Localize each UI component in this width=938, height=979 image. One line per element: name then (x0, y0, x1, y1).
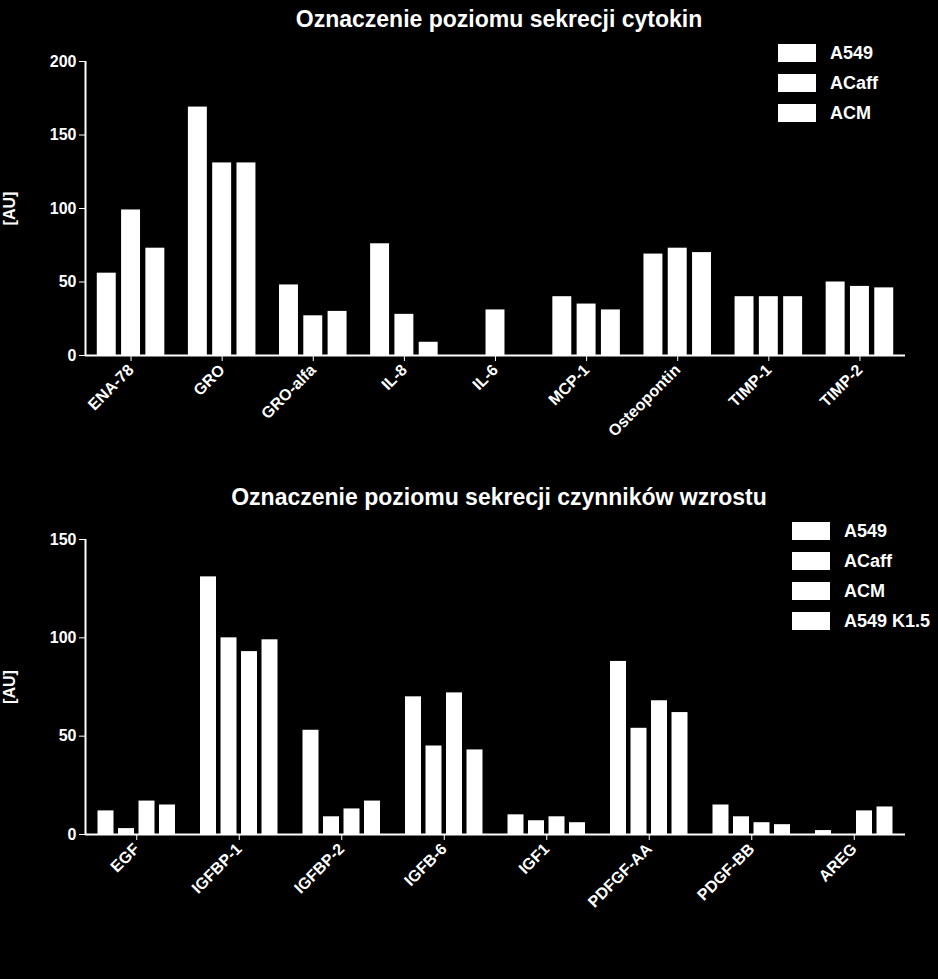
html-text:ACM: ACM (843, 580, 885, 601)
svg-text:PDFGF-AA: PDFGF-AA (585, 840, 656, 911)
svg-text:50: 50 (59, 727, 77, 744)
svg-text:IGFB-6: IGFB-6 (401, 840, 450, 889)
svg-text:IGF1: IGF1 (515, 840, 552, 877)
svg-text:200: 200 (50, 53, 77, 70)
svg-text:MCP-1: MCP-1 (545, 361, 592, 408)
svg-text:EGF: EGF (107, 840, 142, 875)
svg-text:0: 0 (68, 826, 77, 843)
svg-text:0: 0 (68, 347, 77, 364)
svg-text:IL-8: IL-8 (378, 361, 410, 393)
svg-text:TIMP-1: TIMP-1 (725, 361, 774, 410)
svg-text:50: 50 (59, 273, 77, 290)
svg-text:150: 150 (50, 126, 77, 143)
html-text:A549: A549 (830, 42, 873, 63)
svg-text:IL-6: IL-6 (469, 361, 501, 393)
html-text:ACM: ACM (830, 102, 871, 123)
svg-text:GRO: GRO (190, 361, 228, 399)
html-text:A549: A549 (843, 520, 887, 541)
svg-text:[AU]: [AU] (1, 192, 18, 226)
svg-text:[AU]: [AU] (1, 670, 18, 704)
svg-text:IGFBP-1: IGFBP-1 (188, 840, 245, 897)
html-text:ACaff: ACaff (830, 72, 878, 93)
html-text:ACaff: ACaff (843, 550, 892, 571)
svg-text:GRO-alfa: GRO-alfa (258, 361, 319, 422)
svg-text:IGFBP-2: IGFBP-2 (291, 840, 348, 897)
svg-text:100: 100 (50, 200, 77, 217)
html-text:Oznaczenie poziomu sekrecji cy: Oznaczenie poziomu sekrecji cytokin (295, 6, 703, 32)
svg-text:ENA-78: ENA-78 (85, 361, 137, 413)
svg-text:PDGF-BB: PDGF-BB (694, 840, 758, 904)
svg-text:150: 150 (50, 531, 77, 548)
html-text:Oznaczenie poziomu sekrecji cz: Oznaczenie poziomu sekrecji czynników wz… (231, 484, 767, 510)
svg-text:Osteopontin: Osteopontin (605, 361, 684, 440)
svg-text:TIMP-2: TIMP-2 (817, 361, 866, 410)
html-text:A549 K1.5: A549 K1.5 (843, 610, 930, 631)
svg-text:AREG: AREG (815, 840, 860, 885)
svg-text:100: 100 (50, 629, 77, 646)
